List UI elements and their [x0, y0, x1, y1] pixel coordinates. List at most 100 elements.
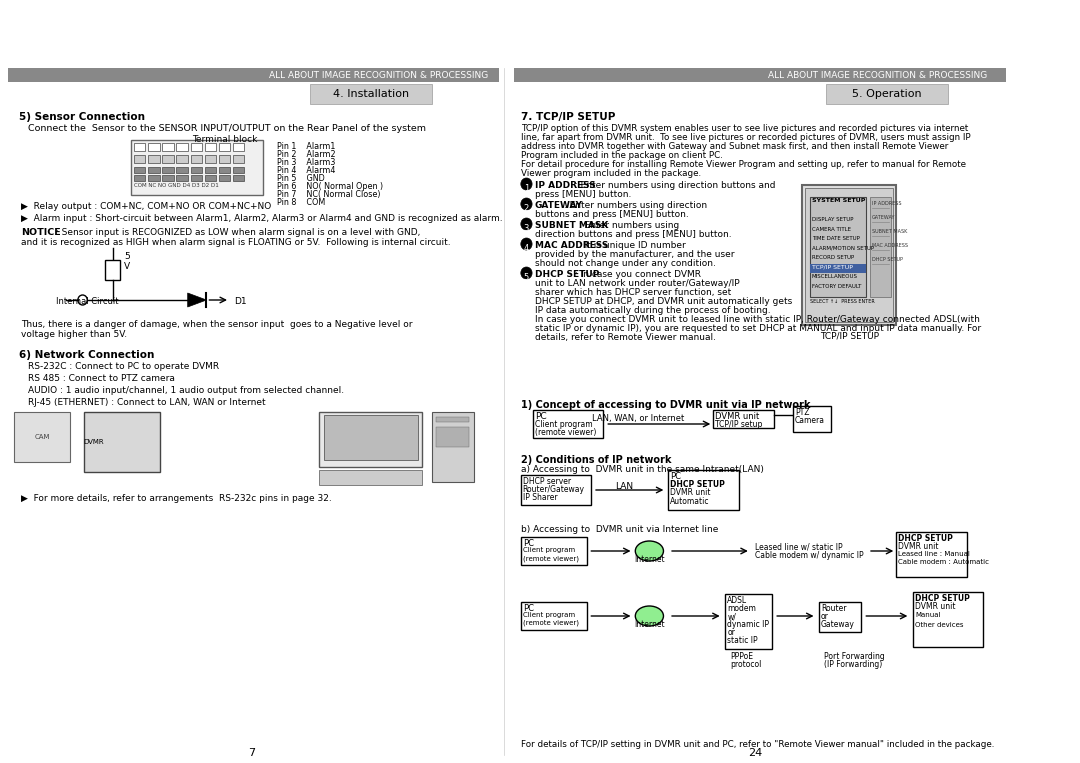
Text: ALL ABOUT IMAGE RECOGNITION & PROCESSING: ALL ABOUT IMAGE RECOGNITION & PROCESSING — [269, 70, 488, 79]
Text: Client program: Client program — [535, 420, 593, 429]
Text: CAM: CAM — [35, 434, 50, 440]
Bar — [190, 175, 202, 181]
Text: PC: PC — [523, 539, 534, 548]
Text: SELECT ↑↓  PRESS ENTER: SELECT ↑↓ PRESS ENTER — [810, 299, 875, 304]
Text: DHCP SETUP: DHCP SETUP — [670, 480, 725, 489]
Bar — [148, 175, 160, 181]
Text: or: or — [821, 612, 829, 621]
Bar — [134, 175, 146, 181]
Bar — [310, 84, 432, 104]
Text: Port Forwarding: Port Forwarding — [824, 652, 885, 661]
Text: DVMR unit: DVMR unit — [915, 602, 956, 611]
Text: TCP/IP option of this DVMR system enables user to see live pictures and recorded: TCP/IP option of this DVMR system enable… — [521, 124, 968, 133]
Bar — [148, 155, 160, 163]
Ellipse shape — [635, 606, 663, 626]
Bar — [134, 143, 146, 151]
Text: (IP Forwarding): (IP Forwarding) — [824, 660, 882, 669]
Text: Leased line w/ static IP: Leased line w/ static IP — [755, 543, 843, 552]
Text: DHCP SETUP: DHCP SETUP — [899, 534, 953, 543]
Bar — [132, 140, 262, 195]
Text: Pin 2    Alarm2: Pin 2 Alarm2 — [276, 150, 336, 159]
Circle shape — [521, 218, 532, 230]
Circle shape — [521, 238, 532, 250]
Text: modem: modem — [727, 604, 756, 613]
Text: Terminal block: Terminal block — [192, 135, 258, 144]
Text: ▶  For more details, refer to arrangements  RS-232c pins in page 32.: ▶ For more details, refer to arrangement… — [21, 494, 332, 503]
Text: : It is unique ID number: : It is unique ID number — [577, 241, 686, 250]
Text: DVMR: DVMR — [83, 439, 104, 445]
Text: DVMR unit: DVMR unit — [715, 412, 759, 421]
Text: Cable modem : Automatic: Cable modem : Automatic — [899, 559, 989, 565]
Text: Camera: Camera — [795, 416, 825, 425]
Text: RECORD SETUP: RECORD SETUP — [812, 255, 854, 260]
Circle shape — [892, 257, 896, 261]
Bar — [162, 143, 174, 151]
Bar — [84, 412, 160, 472]
Bar — [713, 410, 774, 428]
Bar — [190, 167, 202, 173]
Text: IP ADDRESS: IP ADDRESS — [872, 201, 902, 206]
Text: Pin 7    NC( Normal Close): Pin 7 NC( Normal Close) — [276, 190, 380, 199]
Bar — [324, 415, 418, 460]
Text: Connect the  Sensor to the SENSOR INPUT/OUTPUT on the Rear Panel of the system: Connect the Sensor to the SENSOR INPUT/O… — [28, 124, 427, 133]
Text: PPPoE: PPPoE — [730, 652, 753, 661]
Text: Viewer program included in the package.: Viewer program included in the package. — [521, 169, 701, 178]
Bar — [232, 167, 244, 173]
Text: LAN: LAN — [615, 482, 633, 491]
Bar — [521, 537, 586, 565]
Text: Pin 8    COM: Pin 8 COM — [276, 198, 325, 207]
Text: Automatic: Automatic — [670, 497, 710, 506]
Text: IP Sharer: IP Sharer — [523, 493, 557, 502]
Text: Pin 6    NO( Normal Open ): Pin 6 NO( Normal Open ) — [276, 182, 383, 191]
Text: Internal Circuit: Internal Circuit — [56, 297, 119, 306]
Text: DISPLAY SETUP: DISPLAY SETUP — [812, 217, 853, 222]
Bar — [176, 143, 188, 151]
Text: 4: 4 — [524, 243, 529, 253]
Bar — [319, 470, 422, 485]
Circle shape — [138, 447, 144, 453]
Bar — [204, 167, 216, 173]
Text: Internet: Internet — [634, 620, 664, 629]
Bar — [514, 68, 1005, 82]
Text: DHCP SETUP: DHCP SETUP — [915, 594, 970, 603]
Text: 5. Operation: 5. Operation — [852, 89, 921, 99]
Text: and it is recognized as HIGH when alarm signal is FLOATING or 5V.  Following is : and it is recognized as HIGH when alarm … — [21, 238, 450, 247]
Text: DVMR unit: DVMR unit — [899, 542, 939, 551]
Text: TCP/IP SETUP: TCP/IP SETUP — [812, 265, 852, 269]
Text: DHCP SETUP at DHCP, and DVMR unit automatically gets: DHCP SETUP at DHCP, and DVMR unit automa… — [535, 297, 792, 306]
Text: RJ-45 (ETHERNET) : Connect to LAN, WAN or Internet: RJ-45 (ETHERNET) : Connect to LAN, WAN o… — [28, 398, 266, 407]
Text: FACTORY DEFAULT: FACTORY DEFAULT — [812, 284, 861, 288]
Text: Thus, there is a danger of damage, when the sensor input  goes to a Negative lev: Thus, there is a danger of damage, when … — [21, 320, 413, 340]
Circle shape — [138, 417, 144, 423]
Text: sharer which has DHCP server function, set: sharer which has DHCP server function, s… — [535, 288, 731, 297]
Text: : Enter numbers using direction: : Enter numbers using direction — [562, 201, 707, 210]
Text: Client program: Client program — [523, 612, 575, 618]
Text: Internet: Internet — [634, 555, 664, 564]
Bar — [806, 188, 893, 322]
Text: Manual: Manual — [915, 612, 941, 618]
Circle shape — [138, 457, 144, 463]
Text: PC: PC — [523, 604, 534, 613]
Text: PC: PC — [535, 412, 546, 421]
Bar — [148, 143, 160, 151]
Bar — [232, 143, 244, 151]
Text: In case you connect DVMR unit to leased line with static IP, Router/Gateway conn: In case you connect DVMR unit to leased … — [535, 315, 980, 324]
Text: CAMERA TITLE: CAMERA TITLE — [812, 227, 851, 231]
Text: 5) Sensor Connection: 5) Sensor Connection — [18, 112, 145, 122]
Bar — [218, 167, 230, 173]
Bar — [148, 167, 160, 173]
Text: ALL ABOUT IMAGE RECOGNITION & PROCESSING: ALL ABOUT IMAGE RECOGNITION & PROCESSING — [768, 70, 987, 79]
Text: Other devices: Other devices — [915, 622, 963, 628]
Text: (remote viewer): (remote viewer) — [523, 620, 579, 626]
Text: For detail procedure for installing Remote Viewer Program and setting up, refer : For detail procedure for installing Remo… — [521, 160, 966, 169]
Bar — [432, 412, 474, 482]
Text: details, refer to Remote Viewer manual.: details, refer to Remote Viewer manual. — [535, 333, 716, 342]
Bar — [726, 594, 772, 649]
Text: MISCELLANEOUS: MISCELLANEOUS — [812, 274, 858, 279]
Bar — [436, 427, 469, 447]
Bar — [319, 412, 422, 467]
Text: GATEWAY: GATEWAY — [535, 201, 583, 210]
Text: 1) Concept of accessing to DVMR unit via IP network: 1) Concept of accessing to DVMR unit via… — [521, 400, 810, 410]
Text: PC: PC — [670, 472, 681, 481]
Text: unit to LAN network under router/Gateway/IP: unit to LAN network under router/Gateway… — [535, 279, 740, 288]
